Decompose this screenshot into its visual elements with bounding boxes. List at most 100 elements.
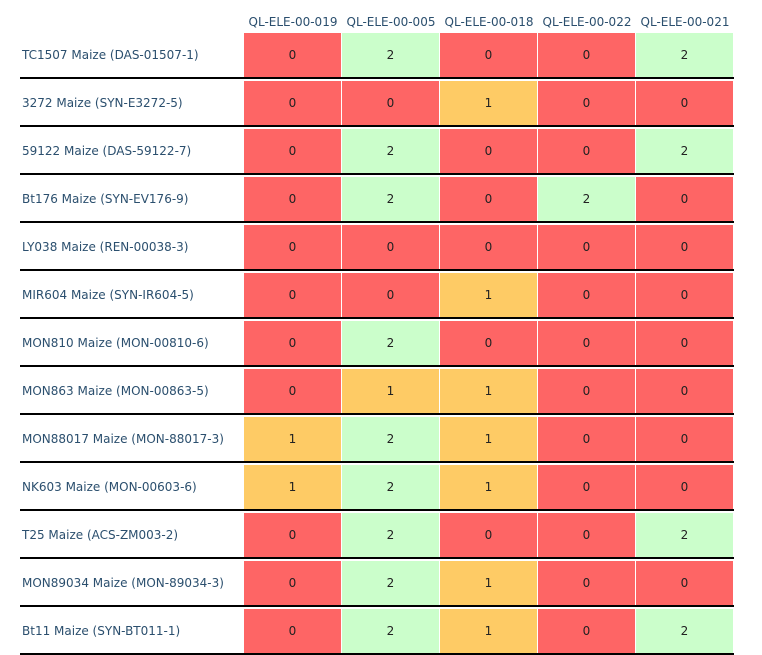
heatmap-cell: 2: [342, 561, 439, 605]
column-header: QL-ELE-00-018: [444, 15, 534, 29]
column-header: QL-ELE-00-022: [542, 15, 632, 29]
heatmap-cell: 1: [440, 465, 537, 509]
heatmap-cell: 0: [636, 417, 733, 461]
row-separator: [20, 461, 734, 463]
heatmap-cell: 0: [440, 177, 537, 221]
row-separator: [20, 77, 734, 79]
row-separator: [20, 365, 734, 367]
heatmap-cell: 2: [342, 417, 439, 461]
heatmap-cell: 2: [636, 609, 733, 653]
row-separator: [20, 173, 734, 175]
heatmap-cell: 0: [538, 513, 635, 557]
heatmap-cell: 1: [440, 273, 537, 317]
row-label: MIR604 Maize (SYN-IR604-5): [22, 288, 194, 302]
heatmap-cell: 2: [538, 177, 635, 221]
heatmap-cell: 0: [244, 81, 341, 125]
row-separator: [20, 605, 734, 607]
row-separator: [20, 413, 734, 415]
row-separator: [20, 125, 734, 127]
heatmap-cell: 0: [244, 273, 341, 317]
heatmap-cell: 0: [636, 81, 733, 125]
heatmap-cell: 0: [636, 369, 733, 413]
heatmap-cell: 0: [538, 129, 635, 173]
matrix-row: T25 Maize (ACS-ZM003-2) 0 2 0 0 2: [20, 513, 734, 559]
heatmap-cell: 0: [538, 417, 635, 461]
column-header: QL-ELE-00-021: [640, 15, 730, 29]
heatmap-cell: 1: [440, 609, 537, 653]
heatmap-cell: 0: [342, 81, 439, 125]
heatmap-cell: 0: [244, 609, 341, 653]
heatmap-cell: 0: [538, 321, 635, 365]
row-label: MON810 Maize (MON-00810-6): [22, 336, 209, 350]
row-label: NK603 Maize (MON-00603-6): [22, 480, 197, 494]
heatmap-cell: 2: [342, 609, 439, 653]
heatmap-cell: 0: [440, 33, 537, 77]
matrix-row: 59122 Maize (DAS-59122-7) 0 2 0 0 2: [20, 129, 734, 175]
heatmap-cell: 0: [636, 561, 733, 605]
heatmap-cell: 0: [440, 321, 537, 365]
heatmap-cell: 0: [538, 225, 635, 269]
row-separator: [20, 653, 734, 655]
row-label: TC1507 Maize (DAS-01507-1): [22, 48, 199, 62]
matrix-row: 3272 Maize (SYN-E3272-5) 0 0 1 0 0: [20, 81, 734, 127]
heatmap-cell: 2: [342, 177, 439, 221]
matrix-row: MON89034 Maize (MON-89034-3) 0 2 1 0 0: [20, 561, 734, 607]
heatmap-cell: 2: [342, 513, 439, 557]
heatmap-cell: 0: [440, 225, 537, 269]
matrix-row: Bt11 Maize (SYN-BT011-1) 0 2 1 0 2: [20, 609, 734, 655]
heatmap-cell: 2: [342, 33, 439, 77]
row-label: T25 Maize (ACS-ZM003-2): [22, 528, 179, 542]
heatmap-cell: 0: [244, 225, 341, 269]
row-label: LY038 Maize (REN-00038-3): [22, 240, 189, 254]
heatmap-cell: 0: [636, 225, 733, 269]
column-header: QL-ELE-00-005: [346, 15, 436, 29]
heatmap-cell: 1: [440, 81, 537, 125]
matrix-row: MIR604 Maize (SYN-IR604-5) 0 0 1 0 0: [20, 273, 734, 319]
heatmap-cell: 0: [538, 273, 635, 317]
heatmap-cell: 2: [342, 465, 439, 509]
heatmap-cell: 0: [538, 33, 635, 77]
heatmap-cell: 2: [342, 321, 439, 365]
heatmap-cell: 0: [244, 177, 341, 221]
matrix-row: MON88017 Maize (MON-88017-3) 1 2 1 0 0: [20, 417, 734, 463]
heatmap-cell: 2: [636, 33, 733, 77]
row-separator: [20, 509, 734, 511]
heatmap-cell: 0: [440, 513, 537, 557]
column-header: QL-ELE-00-019: [248, 15, 338, 29]
heatmap-cell: 1: [342, 369, 439, 413]
row-label: 59122 Maize (DAS-59122-7): [22, 144, 192, 158]
heatmap-cell: 0: [538, 609, 635, 653]
row-separator: [20, 221, 734, 223]
heatmap-cell: 0: [538, 465, 635, 509]
heatmap-cell: 1: [244, 417, 341, 461]
matrix-row: MON810 Maize (MON-00810-6) 0 2 0 0 0: [20, 321, 734, 367]
heatmap-cell: 0: [342, 273, 439, 317]
heatmap-cell: 1: [440, 369, 537, 413]
row-separator: [20, 557, 734, 559]
heatmap-cell: 0: [244, 129, 341, 173]
heatmap-cell: 0: [244, 513, 341, 557]
row-label: MON89034 Maize (MON-89034-3): [22, 576, 224, 590]
row-label: MON863 Maize (MON-00863-5): [22, 384, 209, 398]
matrix-row: Bt176 Maize (SYN-EV176-9) 0 2 0 2 0: [20, 177, 734, 223]
heatmap-cell: 1: [244, 465, 341, 509]
row-label: MON88017 Maize (MON-88017-3): [22, 432, 224, 446]
heatmap-cell: 0: [636, 273, 733, 317]
heatmap-cell: 0: [244, 369, 341, 413]
heatmap-cell: 0: [440, 129, 537, 173]
row-label: 3272 Maize (SYN-E3272-5): [22, 96, 183, 110]
heatmap-cell: 0: [244, 33, 341, 77]
heatmap-cell: 2: [636, 513, 733, 557]
row-separator: [20, 269, 734, 271]
heatmap-cell: 0: [636, 177, 733, 221]
heatmap-cell: 0: [538, 369, 635, 413]
heatmap-cell: 0: [244, 561, 341, 605]
heatmap-cell: 0: [342, 225, 439, 269]
heatmap-cell: 0: [538, 561, 635, 605]
row-label: Bt176 Maize (SYN-EV176-9): [22, 192, 189, 206]
row-label: Bt11 Maize (SYN-BT011-1): [22, 624, 181, 638]
heatmap-cell: 0: [636, 321, 733, 365]
matrix-row: LY038 Maize (REN-00038-3) 0 0 0 0 0: [20, 225, 734, 271]
heatmap-cell: 1: [440, 417, 537, 461]
heatmap-cell: 2: [636, 129, 733, 173]
